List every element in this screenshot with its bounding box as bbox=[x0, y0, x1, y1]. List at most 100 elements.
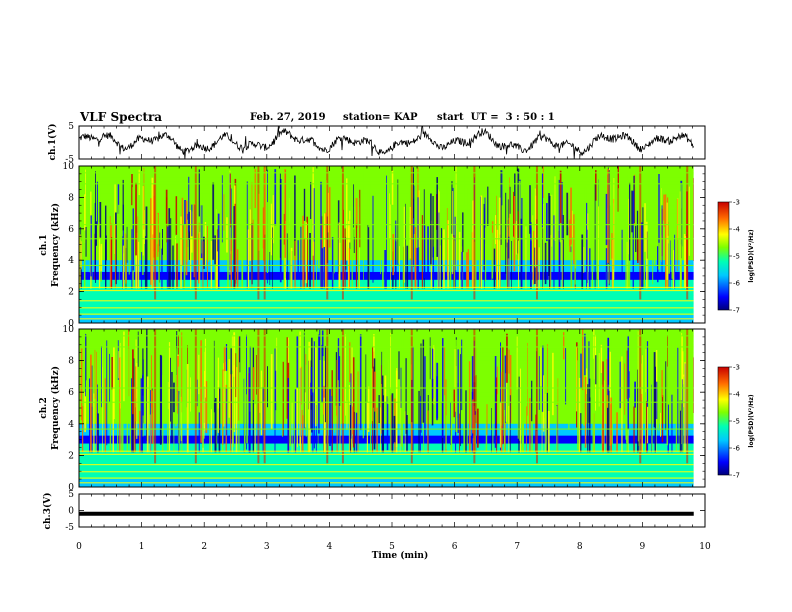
ch2-spectrum-band bbox=[79, 431, 694, 437]
ch2-spectrum-streak bbox=[198, 354, 200, 395]
ch2-spectrum-streak bbox=[579, 413, 582, 453]
ch2-spectrum-event bbox=[473, 329, 476, 464]
ch1-spectrum-streak bbox=[380, 213, 381, 275]
ch2-spectrum-streak bbox=[319, 329, 321, 360]
ch1-spectrum-streak bbox=[413, 198, 414, 267]
ch2-spectrum-streak bbox=[681, 379, 683, 453]
ch1-spectrum-streak bbox=[359, 189, 361, 248]
ch1-spectrum-streak bbox=[561, 215, 563, 289]
ch1-spectrum-streak bbox=[131, 229, 133, 289]
ch1-spectrum-streak bbox=[185, 200, 188, 276]
ch2-spectrum-streak bbox=[608, 390, 610, 453]
ch1-spectrum-streak bbox=[467, 187, 469, 225]
ch1-spectrum-streak bbox=[392, 234, 395, 276]
ch1-spectrum-streak bbox=[357, 198, 360, 287]
ch2-spectrum-streak bbox=[418, 390, 420, 453]
ch1-spectrum-streak bbox=[535, 195, 537, 289]
ch2-spectrum-streak bbox=[246, 394, 248, 444]
ch2-spectrum-streak bbox=[595, 355, 597, 385]
ch1-spectrum-streak bbox=[417, 197, 419, 289]
ch2-spectrum-streak bbox=[651, 369, 653, 450]
ch2-spectrum-streak bbox=[531, 380, 533, 422]
ch2-spectrum-streak bbox=[502, 347, 504, 445]
ch2-spectrum-streak bbox=[259, 389, 261, 413]
ch1-spectrum-streak bbox=[191, 167, 192, 206]
ch2-spectrum-streak bbox=[274, 348, 276, 453]
ch2-spectrum-streak bbox=[287, 378, 289, 453]
ch2-spectrum-streak bbox=[366, 402, 368, 453]
ch2-spectrum-streak bbox=[531, 401, 533, 453]
ch1-spectrum-streak bbox=[294, 175, 296, 256]
ch2-spectrum-streak bbox=[171, 372, 173, 443]
ch1-spectrum-streak bbox=[550, 234, 552, 289]
ch1-spectrum-streak bbox=[286, 233, 288, 289]
ch1-spectrum-streak bbox=[215, 206, 217, 238]
y-tick-label: 5 bbox=[68, 122, 74, 132]
ch2-spectrum-band bbox=[79, 411, 694, 417]
ch1-spectrum-streak bbox=[331, 237, 334, 289]
ch2-spectrum-streak bbox=[205, 381, 208, 433]
ch2-spectrum-streak bbox=[378, 395, 380, 424]
ch1-colorbar-label: log(PSD)(V²/Hz) bbox=[748, 229, 755, 282]
ch2-spectrum-streak bbox=[436, 376, 438, 421]
ch1-spectrum-streak bbox=[414, 247, 417, 289]
ch1-spectrum-streak bbox=[498, 197, 501, 289]
ch1-spectrum-streak bbox=[105, 242, 106, 278]
ch2-spectrum-streak bbox=[540, 346, 542, 386]
ch1-spectrum-event bbox=[194, 166, 197, 300]
ch2-spectrum-band bbox=[79, 384, 694, 389]
ch2-spectrum-streak bbox=[170, 357, 171, 422]
ch1-spectrum-streak bbox=[122, 245, 125, 289]
ch1-spectrum-streak bbox=[188, 231, 191, 260]
ch1-spectrum-streak bbox=[325, 212, 327, 289]
ch2-spectrum-streak bbox=[232, 370, 234, 448]
ch1-spectrum-streak bbox=[263, 228, 265, 261]
ch2-spectrum-band bbox=[79, 479, 694, 484]
ch2-spectrum-streak bbox=[133, 386, 135, 453]
ch2-spectrum-streak bbox=[626, 350, 628, 399]
ch1-spectrum-streak bbox=[596, 210, 598, 282]
ch2-spectrum-streak bbox=[517, 352, 519, 439]
ch2-spectrum-streak bbox=[137, 331, 139, 367]
ch2-spectrum-streak bbox=[296, 363, 298, 453]
ch2-spectrum-streak bbox=[678, 392, 680, 453]
ch2-spectrum-streak bbox=[282, 403, 283, 437]
ch1-spectrum-band bbox=[79, 291, 694, 296]
ch1-spectrum-streak bbox=[509, 186, 511, 214]
ch1-spectrum-streak bbox=[134, 186, 136, 265]
ch1-spectrum-streak bbox=[493, 248, 496, 289]
ch1-spectrum-streak bbox=[348, 248, 350, 289]
ch2-spectrum-streak bbox=[256, 355, 257, 395]
ch1-spectrum-streak bbox=[609, 181, 611, 206]
ch2-spectrum-streak bbox=[299, 331, 301, 446]
ch2-spectrum-streak bbox=[460, 354, 461, 447]
ch2-spectrum-ylabel-channel: ch.2 bbox=[39, 397, 49, 418]
ch1-spectrum-streak bbox=[438, 212, 440, 289]
ch2-spectrum-streak bbox=[641, 355, 643, 453]
ch2-spectrum-streak bbox=[660, 357, 662, 413]
ch2-spectrum-streak bbox=[102, 348, 103, 453]
ch1-spectrum-streak bbox=[455, 166, 457, 271]
ch1-spectrum-streak bbox=[90, 215, 92, 277]
ch1-ylabel: ch.1(V) bbox=[47, 124, 58, 161]
colorbar-tick-label: -5 bbox=[733, 418, 740, 426]
ch2-spectrum-streak bbox=[190, 377, 191, 412]
ch2-spectrum-streak bbox=[91, 365, 93, 453]
ch2-spectrum-streak bbox=[370, 331, 373, 406]
ch2-spectrum-streak bbox=[412, 346, 414, 453]
ch2-spectrum-band bbox=[79, 364, 694, 369]
ch2-spectrum-event bbox=[194, 329, 197, 464]
ch1-spectrum-streak bbox=[323, 247, 325, 289]
ch2-spectrum-line bbox=[79, 428, 694, 430]
ch2-spectrum-streak bbox=[482, 363, 484, 417]
ch2-spectrum-streak bbox=[389, 374, 391, 453]
ch1-spectrum-streak bbox=[458, 231, 461, 289]
ch1-spectrum-streak bbox=[432, 196, 434, 258]
ch1-spectrum-streak bbox=[395, 220, 397, 280]
ch1-spectrum-streak bbox=[591, 244, 594, 289]
ch2-spectrum-streak bbox=[422, 339, 425, 423]
ch2-spectrum-streak bbox=[587, 384, 589, 453]
ch1-spectrum-streak bbox=[483, 203, 485, 270]
ch2-spectrum-streak bbox=[557, 378, 559, 453]
ch1-spectrum-streak bbox=[389, 193, 390, 239]
